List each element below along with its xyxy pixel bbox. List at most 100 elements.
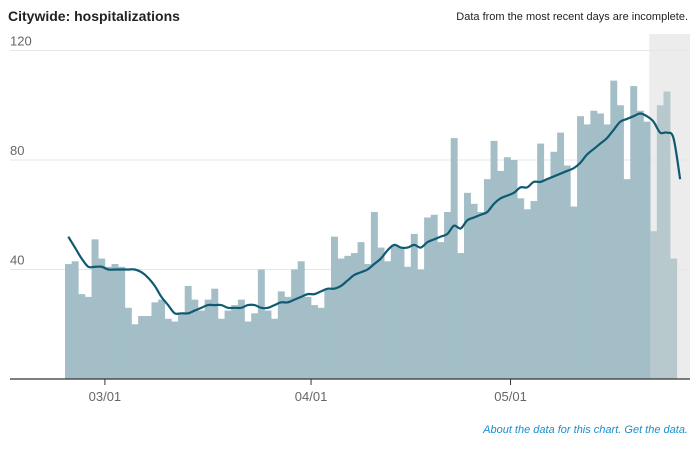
bar [563, 165, 571, 379]
bar [616, 105, 624, 379]
tick-labels: 40 80 120 03/01 04/01 05/01 [10, 34, 527, 405]
bar [510, 160, 518, 379]
bar [297, 261, 305, 379]
about-data-link[interactable]: About the data for this chart. [483, 424, 622, 436]
bar [291, 269, 299, 379]
daily-bars [65, 80, 678, 380]
bar [231, 305, 239, 379]
bar [424, 217, 432, 379]
y-tick-label: 120 [10, 34, 32, 49]
bar [577, 116, 584, 379]
bar [98, 258, 106, 379]
bar [244, 321, 252, 379]
bar [111, 264, 119, 379]
bar [151, 302, 159, 379]
average-line-path [67, 112, 682, 316]
bar [636, 110, 644, 379]
bar [370, 212, 378, 379]
bar [237, 299, 245, 379]
bar [198, 310, 205, 379]
bar [384, 261, 392, 379]
bar [377, 247, 385, 379]
bar [450, 138, 458, 379]
hospitalizations-chart: 40 80 120 03/01 04/01 05/01 [10, 34, 690, 405]
bar [211, 288, 219, 379]
bar [91, 239, 99, 379]
bar [603, 124, 611, 379]
bar [490, 140, 498, 379]
bar [224, 310, 232, 379]
bar [331, 236, 338, 379]
bar [171, 321, 179, 379]
bar [284, 296, 292, 379]
bar [543, 179, 551, 379]
bar [264, 310, 272, 379]
bar [417, 269, 425, 379]
bar [390, 244, 398, 379]
x-tick-label: 05/01 [494, 389, 527, 404]
bar [84, 296, 92, 379]
bar [503, 157, 511, 379]
bar [477, 212, 485, 379]
bar [523, 209, 531, 379]
bar [550, 151, 558, 379]
x-tick-label: 04/01 [295, 389, 328, 404]
bar [537, 143, 545, 379]
y-tick-label: 80 [10, 143, 24, 158]
bar [124, 307, 132, 379]
bar [530, 201, 538, 379]
bar [304, 296, 312, 379]
bar [118, 266, 126, 379]
bar [404, 266, 412, 379]
bar [437, 242, 445, 379]
y-tick-label: 40 [10, 253, 24, 268]
bar [470, 203, 478, 379]
bar [337, 258, 345, 379]
bar [364, 264, 372, 379]
bar [464, 192, 471, 379]
bar [410, 233, 418, 379]
bar [517, 198, 525, 379]
moving-average-line [67, 112, 682, 316]
bar [557, 132, 565, 379]
bar [457, 253, 465, 379]
bar [663, 91, 671, 379]
bar [597, 113, 604, 380]
bar [138, 316, 146, 379]
bar [610, 80, 618, 380]
bar [344, 255, 352, 379]
bar [204, 299, 212, 379]
bar [650, 231, 658, 379]
bar [350, 253, 358, 379]
bar [104, 266, 112, 379]
incomplete-data-note: Data from the most recent days are incom… [456, 11, 688, 23]
get-data-link[interactable]: Get the data. [624, 424, 688, 436]
x-axis [10, 378, 690, 385]
bar [357, 242, 365, 379]
bar [630, 86, 638, 380]
bar [397, 247, 405, 379]
footer-links: About the data for this chart. Get the d… [483, 424, 688, 436]
bar [311, 305, 318, 379]
bar [497, 170, 505, 379]
bar [191, 299, 199, 379]
bar [71, 261, 79, 379]
bar [257, 269, 265, 379]
bar [643, 121, 651, 380]
bar [131, 324, 139, 379]
bar [65, 264, 72, 379]
bar [184, 285, 192, 379]
chart-title: Citywide: hospitalizations [8, 8, 180, 24]
bar [178, 313, 185, 379]
bar [590, 110, 598, 379]
bar [670, 258, 678, 379]
bar [430, 214, 438, 379]
bar [623, 179, 631, 379]
bar [144, 316, 152, 379]
bar [164, 318, 172, 379]
bar [570, 206, 578, 379]
bar [656, 105, 664, 379]
bar [317, 307, 325, 379]
bar [271, 318, 279, 379]
bar [251, 313, 259, 379]
